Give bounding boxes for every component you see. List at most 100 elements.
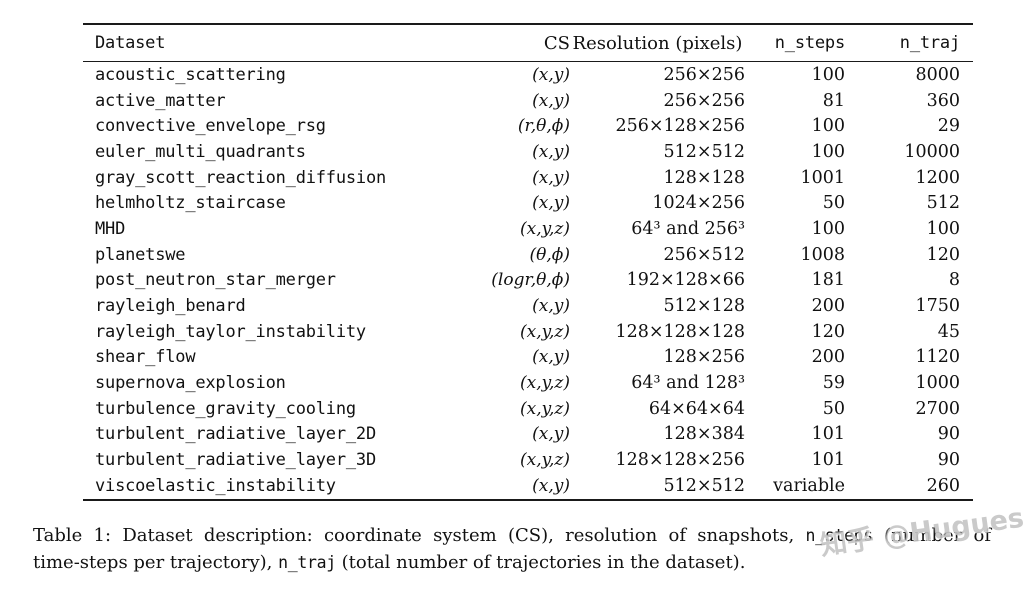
caption-segment: n_steps (805, 526, 873, 545)
table-row: MHD (x,y,z) 64³ and 256³ 100 100 (83, 216, 973, 242)
cell-resolution: 128×256 (663, 347, 745, 368)
table-row: turbulent_radiative_layer_2D (x,y) 128×3… (83, 422, 973, 448)
cell-n-steps: 200 (811, 347, 845, 368)
cell-n-steps: 100 (811, 218, 845, 239)
table-header-row: Dataset CS Resolution (pixels) n_steps n… (83, 24, 973, 62)
cell-dataset: turbulence_gravity_cooling (95, 398, 356, 419)
cell-resolution: 64³ and 128³ (631, 373, 745, 394)
cell-cs: (x,y) (532, 475, 570, 496)
cell-n-traj: 360 (926, 90, 960, 111)
caption-segment: (number of (872, 525, 992, 546)
dataset-table-wrap: Dataset CS Resolution (pixels) n_steps n… (83, 23, 973, 501)
caption-segment: (total number of trajectories in the dat… (335, 552, 746, 573)
cell-resolution: 256×256 (663, 90, 745, 111)
cell-n-steps: 100 (811, 64, 845, 85)
cell-n-traj: 8 (948, 270, 960, 291)
cell-dataset: active_matter (95, 90, 226, 111)
cell-resolution: 128×128×128 (615, 321, 745, 342)
cell-n-steps: 181 (811, 270, 845, 291)
cell-dataset: euler_multi_quadrants (95, 141, 306, 162)
cell-dataset: turbulent_radiative_layer_2D (95, 424, 376, 445)
cell-dataset: rayleigh_taylor_instability (95, 321, 366, 342)
dataset-table: Dataset CS Resolution (pixels) n_steps n… (83, 23, 973, 501)
column-header-n-traj: n_traj (845, 24, 973, 62)
cell-dataset: supernova_explosion (95, 373, 286, 394)
cell-n-steps: 101 (811, 424, 845, 445)
table-row: helmholtz_staircase (x,y) 1024×256 50 51… (83, 190, 973, 216)
cell-resolution: 256×256 (663, 64, 745, 85)
cell-n-traj: 120 (926, 244, 960, 265)
cell-n-traj: 512 (926, 193, 960, 214)
cell-n-traj: 90 (937, 424, 960, 445)
cell-cs: (x,y,z) (520, 218, 570, 239)
cell-cs: (x,y,z) (520, 398, 570, 419)
cell-n-traj: 1120 (915, 347, 960, 368)
cell-resolution: 128×128 (663, 167, 745, 188)
cell-cs: (x,y) (532, 193, 570, 214)
cell-resolution: 512×512 (663, 141, 745, 162)
table-row: post_neutron_star_merger (logr,θ,ϕ) 192×… (83, 268, 973, 294)
cell-cs: (logr,θ,ϕ) (491, 270, 570, 291)
cell-n-traj: 1200 (915, 167, 960, 188)
caption-segment: time-steps per trajectory), (33, 552, 279, 573)
cell-n-traj: 45 (937, 321, 960, 342)
cell-resolution: 64³ and 256³ (631, 218, 745, 239)
cell-resolution: 128×384 (663, 424, 745, 445)
cell-cs: (x,y) (532, 347, 570, 368)
cell-dataset: convective_envelope_rsg (95, 116, 326, 137)
cell-dataset: acoustic_scattering (95, 64, 286, 85)
cell-cs: (x,y) (532, 90, 570, 111)
cell-dataset: turbulent_radiative_layer_3D (95, 450, 376, 471)
cell-n-steps: 1008 (800, 244, 845, 265)
cell-cs: (x,y,z) (520, 321, 570, 342)
cell-n-steps: 50 (822, 398, 845, 419)
cell-n-steps: 101 (811, 450, 845, 471)
cell-resolution: 64×64×64 (648, 398, 745, 419)
table-row: convective_envelope_rsg (r,θ,ϕ) 256×128×… (83, 113, 973, 139)
cell-cs: (x,y) (532, 424, 570, 445)
cell-dataset: post_neutron_star_merger (95, 270, 336, 291)
cell-dataset: helmholtz_staircase (95, 193, 286, 214)
cell-dataset: shear_flow (95, 347, 196, 368)
column-header-cs: CS (485, 24, 570, 62)
caption-line-1: Table 1: Dataset description: coordinate… (33, 522, 991, 549)
cell-n-traj: 100 (926, 218, 960, 239)
table-body: acoustic_scattering (x,y) 256×256 100 80… (83, 62, 973, 500)
cell-n-steps: 81 (822, 90, 845, 111)
table-row: planetswe (θ,ϕ) 256×512 1008 120 (83, 242, 973, 268)
cell-n-traj: 2700 (915, 398, 960, 419)
cell-cs: (x,y,z) (520, 450, 570, 471)
cell-resolution: 256×512 (663, 244, 745, 265)
table-row: viscoelastic_instability (x,y) 512×512 v… (83, 473, 973, 500)
column-header-n-steps: n_steps (745, 24, 845, 62)
table-row: shear_flow (x,y) 128×256 200 1120 (83, 345, 973, 371)
table-row: euler_multi_quadrants (x,y) 512×512 100 … (83, 139, 973, 165)
cell-cs: (x,y) (532, 64, 570, 85)
cell-dataset: viscoelastic_instability (95, 475, 336, 496)
cell-n-steps: 200 (811, 296, 845, 317)
cell-resolution: 512×128 (663, 296, 745, 317)
table-row: rayleigh_benard (x,y) 512×128 200 1750 (83, 293, 973, 319)
table-row: rayleigh_taylor_instability (x,y,z) 128×… (83, 319, 973, 345)
caption-line-2: time-steps per trajectory), n_traj (tota… (33, 549, 991, 576)
column-header-dataset: Dataset (83, 24, 485, 62)
cell-resolution: 192×128×66 (626, 270, 745, 291)
table-caption: Table 1: Dataset description: coordinate… (33, 522, 991, 576)
cell-resolution: 256×128×256 (615, 116, 745, 137)
cell-cs: (x,y) (532, 296, 570, 317)
cell-n-traj: 1750 (915, 296, 960, 317)
cell-n-traj: 8000 (915, 64, 960, 85)
table-row: turbulent_radiative_layer_3D (x,y,z) 128… (83, 447, 973, 473)
caption-segment: Table 1: Dataset description: coordinate… (33, 525, 806, 546)
cell-resolution: 512×512 (663, 475, 745, 496)
caption-segment: n_traj (278, 553, 336, 572)
cell-n-traj: 29 (937, 116, 960, 137)
table-row: gray_scott_reaction_diffusion (x,y) 128×… (83, 165, 973, 191)
table-row: supernova_explosion (x,y,z) 64³ and 128³… (83, 370, 973, 396)
cell-cs: (r,θ,ϕ) (517, 116, 570, 137)
column-header-resolution: Resolution (pixels) (570, 24, 745, 62)
cell-n-traj: 260 (926, 475, 960, 496)
table-row: acoustic_scattering (x,y) 256×256 100 80… (83, 62, 973, 88)
cell-dataset: gray_scott_reaction_diffusion (95, 167, 387, 188)
